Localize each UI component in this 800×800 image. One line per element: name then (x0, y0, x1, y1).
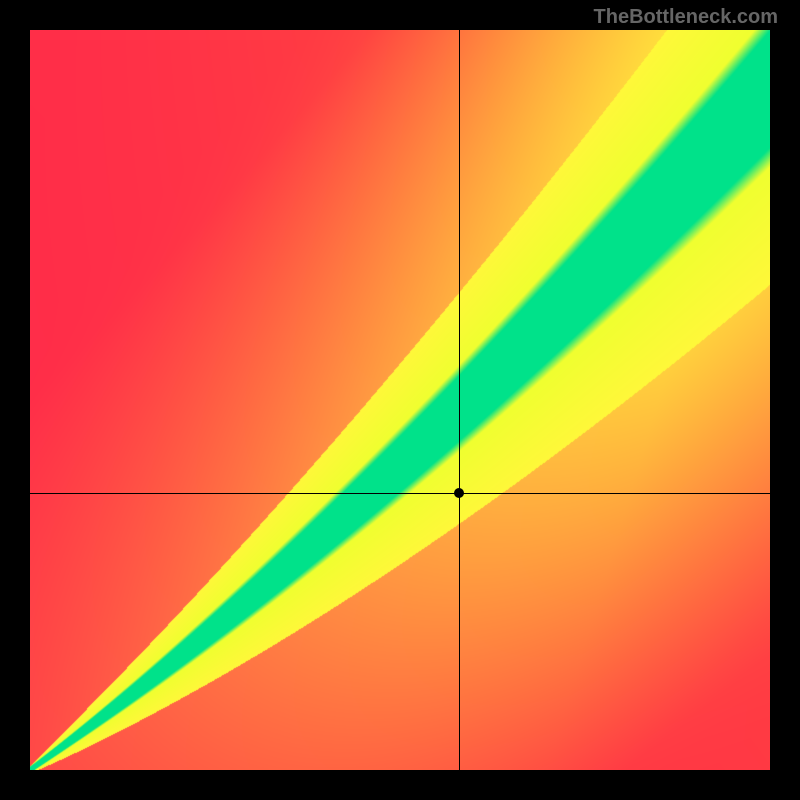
heatmap-plot (30, 30, 770, 770)
crosshair-marker (454, 488, 464, 498)
crosshair-horizontal (30, 493, 770, 494)
crosshair-vertical (459, 30, 460, 770)
watermark-text: TheBottleneck.com (594, 6, 778, 29)
heatmap-canvas (30, 30, 770, 770)
